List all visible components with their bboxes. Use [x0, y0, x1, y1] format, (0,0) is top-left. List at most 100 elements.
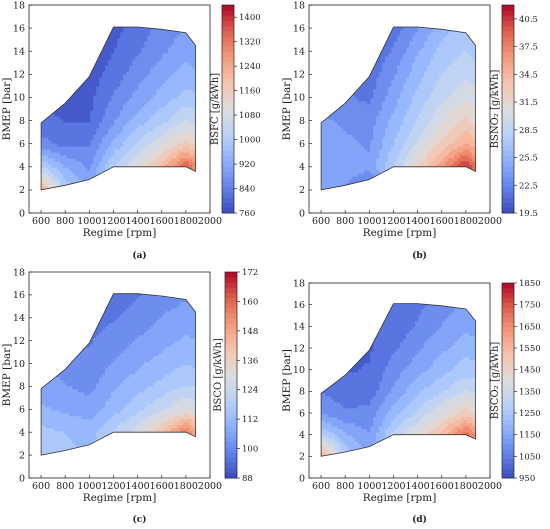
panel-caption: (b)	[412, 250, 427, 261]
colorbar-tick-label: 136	[242, 356, 258, 366]
x-tick-label: 600	[312, 216, 330, 227]
colorbar-tick-label: 1850	[519, 279, 541, 289]
y-tick-label: 14	[13, 313, 25, 324]
x-tick-label: 600	[32, 481, 50, 492]
colorbar-tick-label: 31.5	[519, 98, 538, 108]
plot-frame	[28, 4, 211, 214]
y-axis-label: BMEP [bar]	[1, 78, 13, 141]
y-tick-label: 2	[299, 185, 305, 196]
x-tick-label: 1800	[174, 481, 198, 492]
colorbar-tick-label: 1350	[519, 387, 541, 397]
colorbar-tick-label: 28.5	[519, 126, 538, 136]
y-tick-label: 2	[19, 450, 25, 461]
colorbar-tick-label: 1450	[519, 366, 541, 376]
colorbar-tick-label: 88	[242, 474, 253, 484]
x-tick-label: 1000	[357, 481, 381, 492]
y-tick-label: 8	[19, 116, 25, 127]
y-tick-label: 8	[299, 387, 305, 398]
x-tick-label: 1800	[454, 481, 478, 492]
y-tick-label: 0	[19, 208, 25, 219]
y-tick-label: 0	[299, 208, 305, 219]
y-tick-label: 14	[293, 47, 305, 58]
contour-field	[41, 293, 196, 456]
panel-caption: (d)	[412, 514, 427, 525]
x-tick-label: 1600	[430, 481, 454, 492]
colorbar-tick-label: 1160	[239, 87, 261, 97]
x-axis-label: Regime [rpm]	[363, 227, 437, 239]
x-tick-label: 1200	[101, 216, 125, 227]
x-tick-label: 1800	[174, 216, 198, 227]
y-tick-label: 14	[293, 322, 305, 333]
panel-caption: (a)	[132, 250, 146, 261]
colorbar-tick-label: 1400	[239, 13, 261, 23]
panel-b: 600 800 1000 1200 1400 1600 1800 2000 0 2 4 6 8 10 12 1…	[281, 0, 538, 261]
y-tick-label: 4	[19, 162, 25, 173]
colorbar-tick-label: 124	[242, 386, 258, 396]
colorbar: 88 100 112 124 136 148 160 172 BSCO [g/kWh]	[213, 268, 258, 484]
colorbar-tick-label: 25.5	[519, 154, 538, 164]
colorbar-tick-label: 1250	[519, 409, 541, 419]
x-tick-label: 800	[336, 481, 354, 492]
contour-field	[321, 27, 476, 190]
x-tick-label: 2000	[478, 481, 502, 492]
y-tick-label: 14	[13, 47, 25, 58]
y-tick-label: 2	[19, 185, 25, 196]
colorbar-tick-label: 1000	[239, 136, 261, 146]
contour-field	[41, 27, 196, 190]
colorbar-tick-label: 1320	[239, 38, 261, 48]
x-tick-label: 1200	[381, 216, 405, 227]
colorbar-tick-label: 148	[242, 327, 258, 337]
colorbar-label: BSCO [g/kWh]	[213, 338, 224, 412]
y-tick-label: 18	[293, 278, 305, 289]
x-tick-label: 1400	[126, 216, 150, 227]
x-tick-label: 1400	[406, 481, 430, 492]
y-tick-label: 10	[293, 365, 305, 376]
operating-boundary	[40, 26, 196, 191]
colorbar-tick-label: 160	[242, 297, 258, 307]
colorbar-label: BSCO₂ [g/kWh]	[490, 342, 501, 420]
y-tick-label: 4	[299, 162, 305, 173]
x-axis-label: Regime [rpm]	[83, 227, 157, 239]
plot-frame	[28, 271, 211, 479]
x-tick-label: 1000	[77, 216, 101, 227]
colorbar-tick-label: 34.5	[519, 70, 538, 80]
x-tick-label: 2000	[198, 216, 222, 227]
x-tick-label: 1400	[126, 481, 150, 492]
colorbar-tick-label: 22.5	[519, 181, 538, 191]
y-tick-label: 16	[13, 23, 25, 34]
plot-frame	[308, 4, 491, 214]
panel-c: 600 800 1000 1200 1400 1600 1800 2000 0 2 4 6 8 10 12 1…	[1, 267, 258, 525]
colorbar-tick-label: 1080	[239, 111, 261, 121]
colorbar-tick-label: 1550	[519, 344, 541, 354]
colorbar-tick-label: 760	[239, 209, 255, 219]
operating-boundary	[320, 26, 476, 191]
panel-caption: (c)	[133, 514, 147, 525]
plot-frame	[308, 282, 491, 479]
y-tick-label: 18	[13, 267, 25, 278]
y-tick-label: 16	[293, 300, 305, 311]
y-tick-label: 4	[19, 428, 25, 439]
y-tick-label: 0	[19, 473, 25, 484]
y-tick-label: 2	[299, 452, 305, 463]
x-tick-label: 1000	[357, 216, 381, 227]
y-tick-label: 6	[19, 405, 25, 416]
colorbar-tick-label: 40.5	[519, 15, 538, 25]
colorbar-tick-label: 172	[242, 268, 258, 278]
operating-boundary	[40, 293, 196, 456]
x-tick-label: 2000	[478, 216, 502, 227]
y-tick-label: 6	[299, 139, 305, 150]
x-tick-label: 1000	[77, 481, 101, 492]
y-tick-label: 16	[293, 23, 305, 34]
y-tick-label: 10	[293, 93, 305, 104]
x-tick-label: 1200	[101, 481, 125, 492]
colorbar-label: BSFC [g/kWh]	[210, 73, 221, 145]
y-tick-label: 8	[19, 382, 25, 393]
y-tick-label: 12	[13, 336, 25, 347]
x-tick-label: 800	[56, 216, 74, 227]
x-tick-label: 600	[312, 481, 330, 492]
y-tick-label: 12	[293, 343, 305, 354]
colorbar-tick-label: 1240	[239, 62, 261, 72]
y-axis-label: BMEP [bar]	[281, 349, 293, 412]
x-tick-label: 1600	[150, 481, 174, 492]
colorbar-label: BSNO₂ [g/kWh]	[490, 70, 501, 149]
